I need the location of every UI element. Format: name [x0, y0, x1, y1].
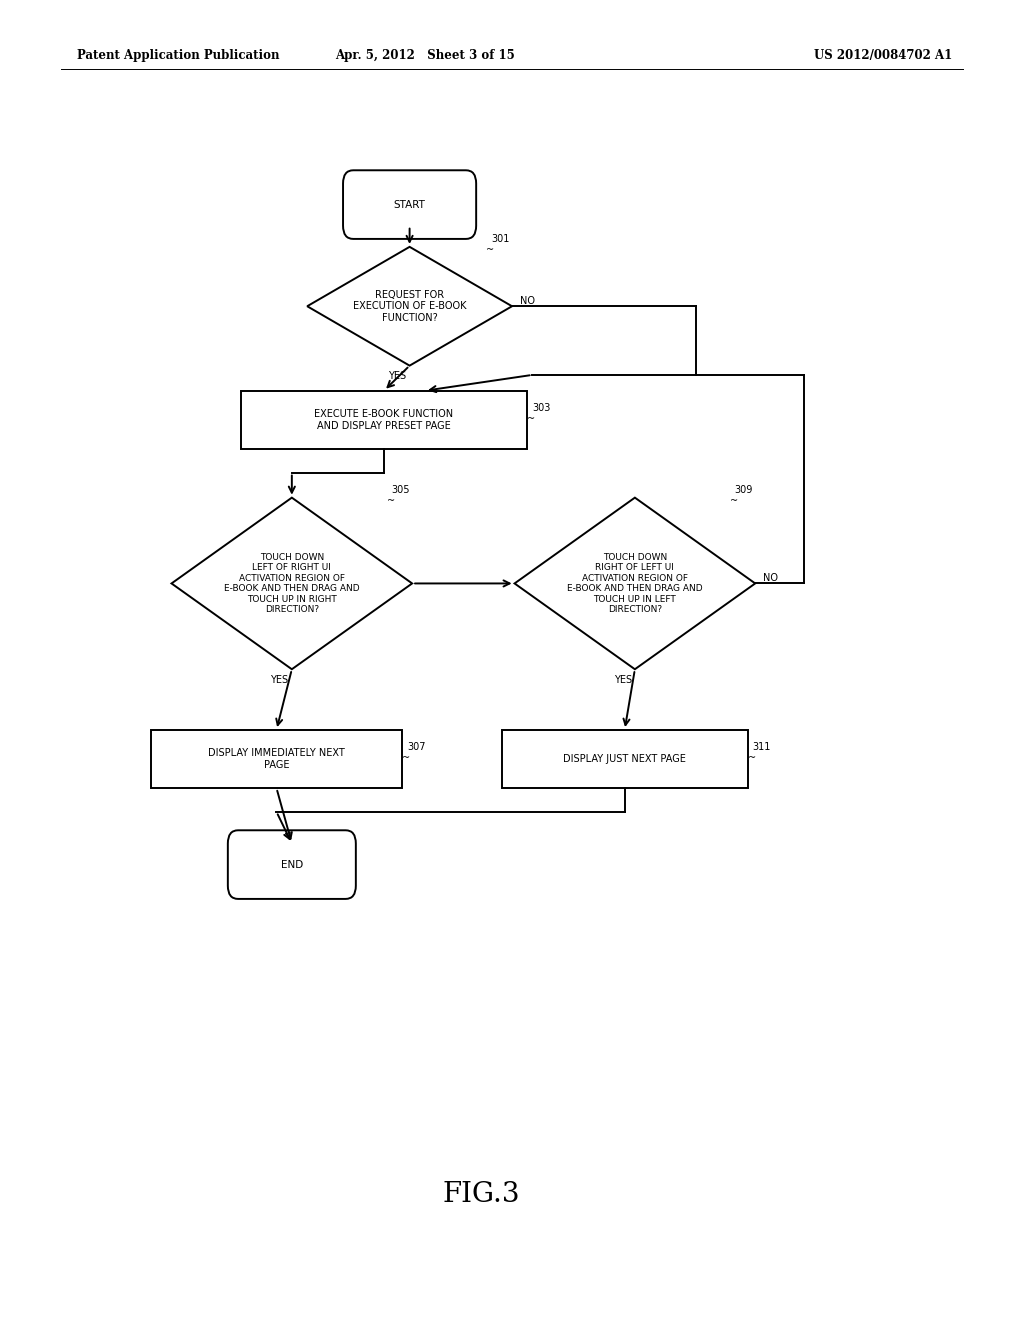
- Text: 305: 305: [391, 484, 411, 495]
- Text: END: END: [281, 859, 303, 870]
- FancyBboxPatch shape: [227, 830, 356, 899]
- FancyBboxPatch shape: [343, 170, 476, 239]
- Text: NO: NO: [520, 296, 536, 306]
- Polygon shape: [171, 498, 412, 669]
- Bar: [152, 730, 401, 788]
- Text: TOUCH DOWN
LEFT OF RIGHT UI
ACTIVATION REGION OF
E-BOOK AND THEN DRAG AND
TOUCH : TOUCH DOWN LEFT OF RIGHT UI ACTIVATION R…: [224, 553, 359, 614]
- Text: FIG.3: FIG.3: [442, 1181, 520, 1208]
- Text: TOUCH DOWN
RIGHT OF LEFT UI
ACTIVATION REGION OF
E-BOOK AND THEN DRAG AND
TOUCH : TOUCH DOWN RIGHT OF LEFT UI ACTIVATION R…: [567, 553, 702, 614]
- Text: DISPLAY IMMEDIATELY NEXT
PAGE: DISPLAY IMMEDIATELY NEXT PAGE: [208, 748, 345, 770]
- Text: 307: 307: [408, 742, 426, 752]
- Text: ~: ~: [486, 244, 495, 255]
- Text: ~: ~: [748, 752, 756, 763]
- Polygon shape: [307, 247, 512, 366]
- Text: YES: YES: [270, 675, 289, 685]
- Text: ~: ~: [527, 413, 536, 424]
- Text: EXECUTE E-BOOK FUNCTION
AND DISPLAY PRESET PAGE: EXECUTE E-BOOK FUNCTION AND DISPLAY PRES…: [314, 409, 454, 430]
- Polygon shape: [514, 498, 756, 669]
- Text: ~: ~: [386, 495, 394, 506]
- Text: ~: ~: [401, 752, 410, 763]
- Text: NO: NO: [764, 573, 778, 583]
- Text: US 2012/0084702 A1: US 2012/0084702 A1: [814, 49, 952, 62]
- Text: Patent Application Publication: Patent Application Publication: [77, 49, 280, 62]
- Text: Apr. 5, 2012   Sheet 3 of 15: Apr. 5, 2012 Sheet 3 of 15: [335, 49, 515, 62]
- Text: 311: 311: [753, 742, 771, 752]
- Bar: [241, 391, 527, 449]
- Text: ~: ~: [729, 495, 737, 506]
- Text: YES: YES: [613, 675, 632, 685]
- Text: REQUEST FOR
EXECUTION OF E-BOOK
FUNCTION?: REQUEST FOR EXECUTION OF E-BOOK FUNCTION…: [353, 289, 466, 323]
- Text: START: START: [393, 199, 426, 210]
- Text: DISPLAY JUST NEXT PAGE: DISPLAY JUST NEXT PAGE: [563, 754, 686, 764]
- Bar: [502, 730, 748, 788]
- Text: 303: 303: [532, 403, 551, 413]
- Text: 309: 309: [735, 484, 753, 495]
- Text: 301: 301: [492, 234, 510, 244]
- Text: YES: YES: [388, 371, 407, 381]
